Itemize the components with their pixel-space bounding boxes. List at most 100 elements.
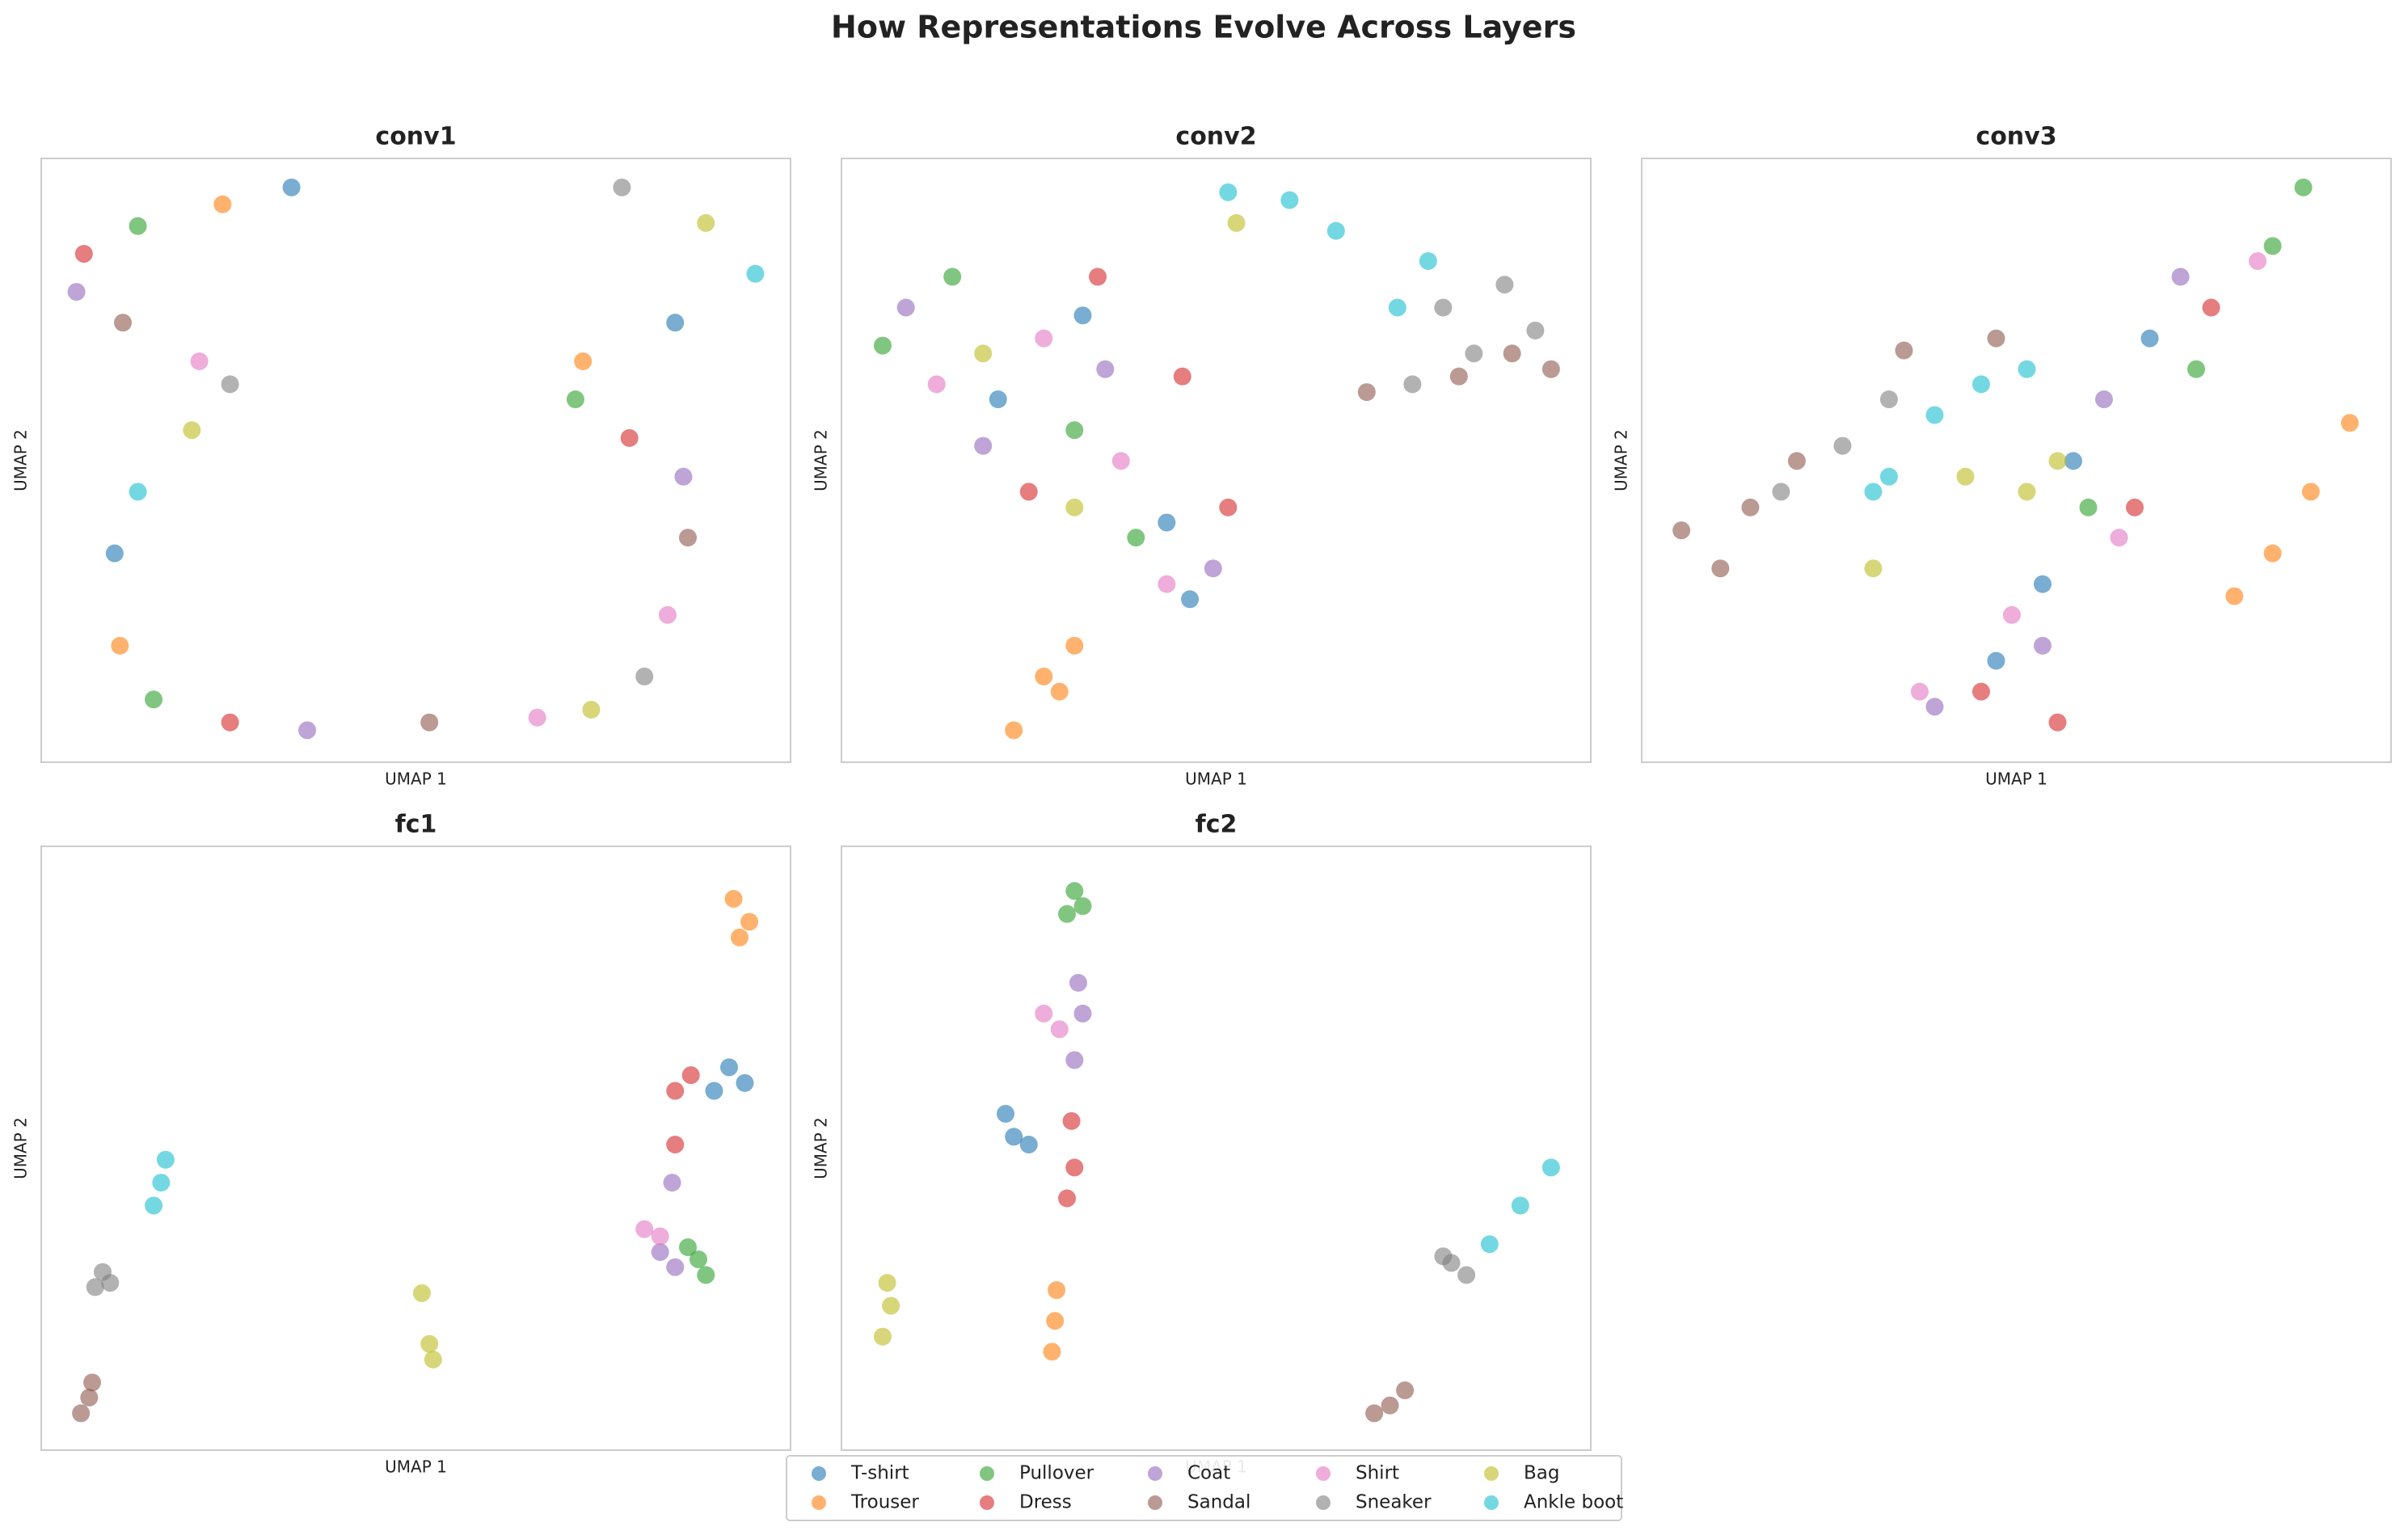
point	[1158, 575, 1176, 593]
point	[2018, 483, 2036, 501]
point	[1096, 360, 1115, 378]
point	[2187, 360, 2205, 378]
x-axis-label: UMAP 1	[1185, 770, 1247, 789]
point	[697, 1266, 715, 1284]
legend-marker	[1148, 1466, 1162, 1481]
panel-title: conv2	[1175, 123, 1256, 151]
point	[221, 713, 239, 732]
legend-label: Shirt	[1356, 1463, 1399, 1484]
legend-box	[786, 1455, 1622, 1521]
point	[1073, 896, 1092, 915]
point	[111, 636, 129, 655]
point	[2225, 587, 2244, 605]
point	[105, 544, 124, 563]
point	[67, 283, 86, 302]
point	[666, 314, 685, 332]
point	[83, 1373, 102, 1392]
figure-title: How Representations Evolve Across Layers	[831, 10, 1576, 45]
legend-marker	[1148, 1495, 1162, 1510]
point	[1449, 367, 1468, 386]
point	[1541, 360, 1560, 378]
legend-marker	[1484, 1495, 1499, 1510]
legend-marker	[812, 1466, 826, 1481]
point	[2110, 529, 2128, 547]
point	[1005, 1128, 1023, 1146]
point	[2064, 452, 2082, 470]
point	[1111, 452, 1130, 470]
point	[420, 713, 439, 732]
y-axis-label: UMAP 2	[1612, 429, 1631, 491]
legend-label: Pullover	[1019, 1463, 1094, 1484]
point	[658, 605, 677, 624]
point	[724, 889, 743, 908]
point	[997, 1104, 1015, 1123]
legend-label: Ankle boot	[1524, 1492, 1623, 1513]
axes-frame	[1641, 158, 2392, 763]
point	[1403, 375, 1422, 394]
legend-label: Bag	[1524, 1463, 1559, 1484]
point	[635, 667, 654, 685]
point	[1925, 406, 1944, 424]
point	[1058, 1189, 1077, 1208]
point	[666, 1258, 685, 1276]
point	[1672, 521, 1691, 540]
legend-marker	[1484, 1466, 1499, 1481]
point	[1065, 1158, 1084, 1177]
point	[1357, 383, 1376, 402]
point	[1227, 213, 1246, 232]
x-axis-label: UMAP 1	[385, 1457, 447, 1477]
point	[1089, 268, 1107, 286]
point	[213, 195, 232, 213]
legend-label: Sandal	[1187, 1492, 1250, 1513]
point	[2125, 498, 2144, 517]
legend-label: Dress	[1019, 1492, 1072, 1513]
point	[183, 421, 201, 440]
point	[1419, 251, 1437, 270]
point	[114, 314, 133, 332]
point	[86, 1278, 104, 1297]
point	[1043, 1343, 1061, 1361]
point	[2018, 360, 2036, 378]
point	[1480, 1235, 1499, 1254]
point	[1058, 905, 1077, 923]
point	[1219, 183, 1238, 201]
legend-label: Trouser	[850, 1492, 919, 1513]
point	[1541, 1158, 1560, 1177]
point	[1065, 1051, 1084, 1069]
point	[1925, 698, 1944, 716]
point	[1434, 298, 1453, 317]
point	[1069, 973, 1087, 992]
point	[1019, 483, 1038, 501]
point	[420, 1335, 439, 1353]
point	[943, 268, 962, 286]
point	[2048, 713, 2067, 732]
point	[705, 1082, 723, 1100]
point	[145, 690, 163, 709]
y-axis-label: UMAP 2	[812, 1117, 831, 1179]
point	[730, 928, 749, 947]
point	[145, 1196, 163, 1215]
panel-title: fc1	[395, 811, 437, 839]
x-axis-label: UMAP 1	[385, 770, 447, 789]
point	[1987, 329, 2005, 348]
point	[156, 1150, 175, 1169]
point	[2033, 575, 2052, 593]
legend-marker	[1316, 1495, 1331, 1510]
legend-marker	[980, 1466, 994, 1481]
legend-label: T-shirt	[850, 1463, 909, 1484]
point	[80, 1389, 99, 1407]
x-axis-label: UMAP 1	[1985, 770, 2047, 789]
point	[2294, 178, 2313, 196]
point	[1895, 341, 1913, 360]
point	[1711, 559, 1730, 578]
point	[1864, 559, 1883, 578]
point	[651, 1227, 669, 1246]
point	[1065, 636, 1084, 655]
point	[1434, 1247, 1453, 1266]
point	[1457, 1266, 1476, 1284]
point	[1511, 1196, 1529, 1215]
point	[528, 708, 546, 727]
legend-label: Sneaker	[1356, 1492, 1432, 1513]
point	[582, 701, 601, 719]
point	[1065, 498, 1084, 517]
